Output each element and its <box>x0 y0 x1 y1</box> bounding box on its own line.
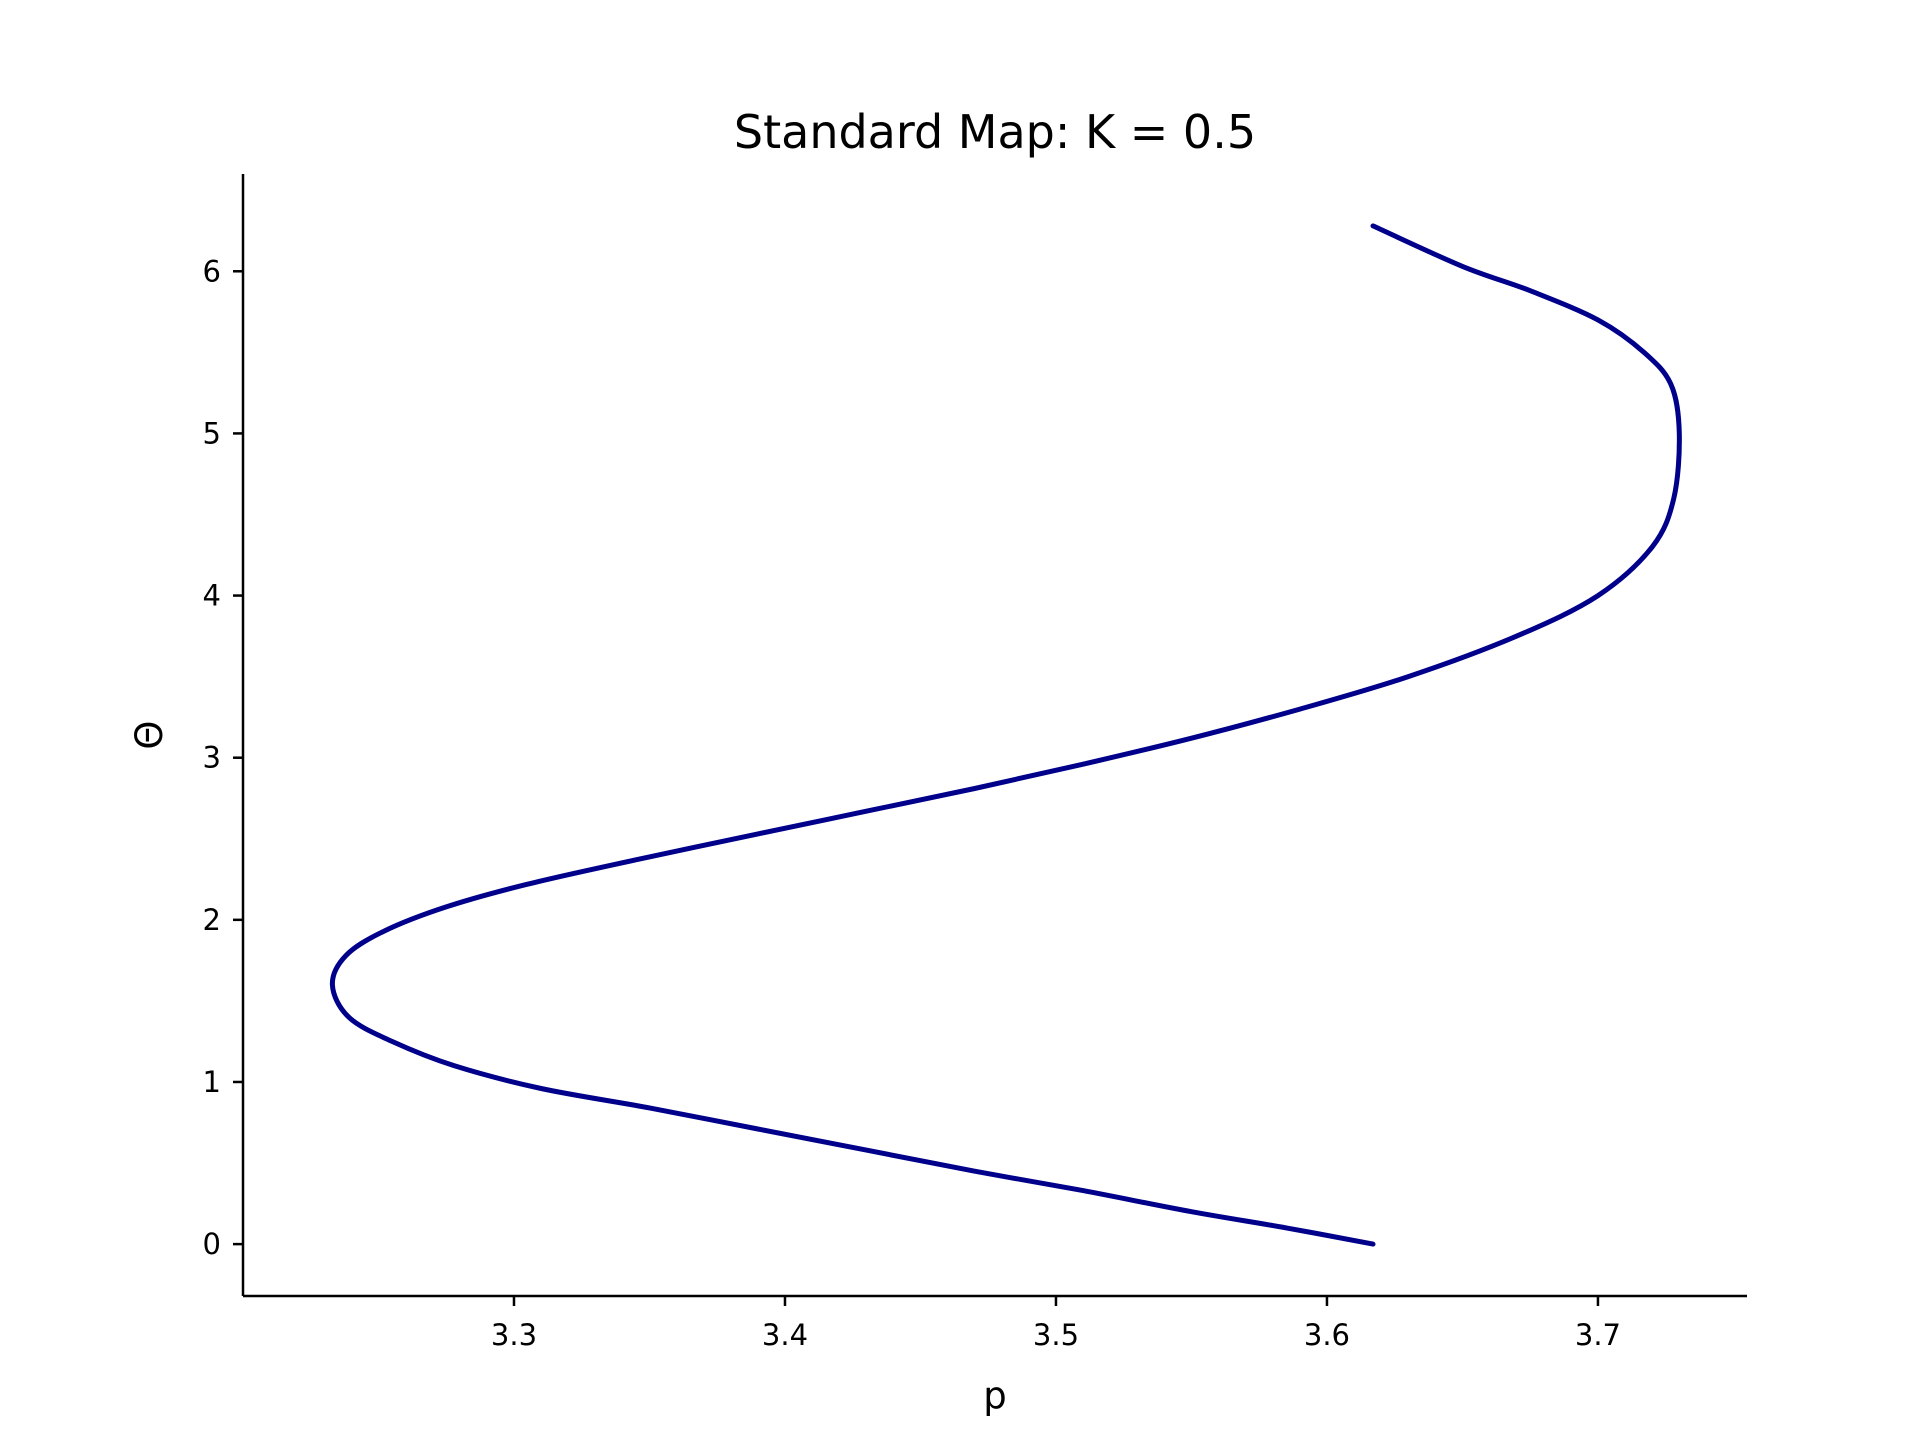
x-tick-label: 3.3 <box>491 1318 537 1352</box>
x-tick-label: 3.6 <box>1304 1318 1350 1352</box>
series-line-0 <box>329 223 1682 1247</box>
x-axis-label: p <box>983 1374 1007 1417</box>
y-tick-label: 6 <box>203 254 221 288</box>
chart-title: Standard Map: K = 0.5 <box>734 105 1256 159</box>
y-tick-label: 5 <box>203 416 221 450</box>
x-tick-label: 3.5 <box>1033 1318 1079 1352</box>
plot-area <box>329 223 1682 1247</box>
y-tick-label: 0 <box>203 1227 221 1261</box>
x-axis-ticks: 3.3 3.4 3.5 3.6 3.7 <box>491 1296 1621 1352</box>
axes <box>241 174 1747 1298</box>
x-tick-label: 3.4 <box>762 1318 808 1352</box>
y-tick-label: 2 <box>203 903 221 937</box>
y-tick-label: 4 <box>203 579 221 613</box>
y-tick-label: 1 <box>203 1065 221 1099</box>
x-tick-label: 3.7 <box>1575 1318 1621 1352</box>
y-axis-ticks: 0 1 2 3 4 5 6 <box>203 254 243 1261</box>
y-tick-label: 3 <box>203 741 221 775</box>
y-axis-label: Θ <box>128 720 171 749</box>
